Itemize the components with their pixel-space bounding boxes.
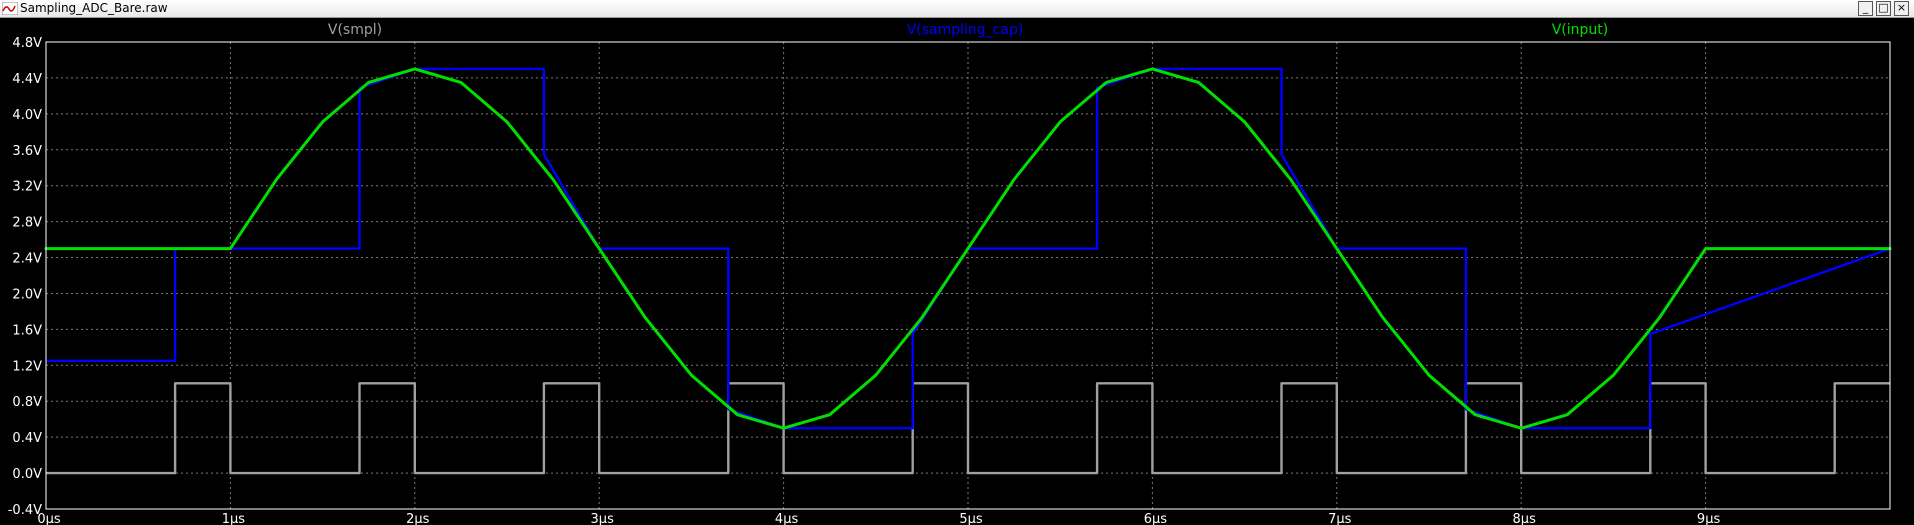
trace-series-2[interactable] <box>44 67 1892 430</box>
x-tick-label: 3µs <box>591 512 615 525</box>
x-tick-label: 2µs <box>406 512 430 525</box>
close-button[interactable]: × <box>1894 1 1909 16</box>
legend-entry[interactable]: V(smpl) <box>328 22 382 38</box>
minimize-button[interactable]: _ <box>1858 1 1873 16</box>
y-tick-label: 2.0V <box>12 287 42 302</box>
plot-frame <box>45 41 1891 510</box>
window-title: Sampling_ADC_Bare.raw <box>20 1 168 15</box>
x-tick-label: 4µs <box>775 512 799 525</box>
y-tick-label: 0.0V <box>12 467 42 482</box>
waveform-plot[interactable]: -0.4V 0.0V 0.4V 0.8V 1.2V 1.6V 2.0V 2.4V 2.8V 3.2… <box>0 18 1914 525</box>
y-tick-label: 4.8V <box>12 36 42 51</box>
legend: V(smpl) V(sampling_cap) V(input) <box>328 22 1608 38</box>
x-tick-label: 5µs <box>959 512 983 525</box>
y-tick-label: -0.4V <box>8 503 42 518</box>
traces <box>44 67 1892 475</box>
title-bar[interactable]: Sampling_ADC_Bare.raw _ □ × <box>0 0 1914 18</box>
trace-series-0[interactable] <box>46 382 1890 475</box>
waveform-app-icon <box>2 2 18 15</box>
y-tick-label: 1.6V <box>12 323 42 338</box>
x-tick-label: 0µs <box>37 512 61 525</box>
y-tick-label: 0.8V <box>12 395 42 410</box>
trace-series-1[interactable] <box>46 67 1891 430</box>
x-tick-label: 7µs <box>1328 512 1352 525</box>
legend-entry[interactable]: V(input) <box>1552 22 1609 38</box>
y-tick-label: 2.8V <box>12 216 42 231</box>
x-tick-label: 6µs <box>1144 512 1168 525</box>
plot-background <box>0 18 1914 525</box>
y-tick-label: 4.4V <box>12 72 42 87</box>
y-tick-label: 0.4V <box>12 431 42 446</box>
y-tick-label: 3.6V <box>12 144 42 159</box>
x-tick-label: 9µs <box>1697 512 1721 525</box>
y-tick-label: 3.2V <box>12 180 42 195</box>
y-tick-label: 2.4V <box>12 252 42 267</box>
y-tick-label: 1.2V <box>12 359 42 374</box>
tick-labels: -0.4V 0.0V 0.4V 0.8V 1.2V 1.6V 2.0V 2.4V 2.8V 3.2… <box>8 36 1721 525</box>
x-tick-label: 1µs <box>222 512 246 525</box>
maximize-button[interactable]: □ <box>1876 1 1891 16</box>
y-tick-label: 4.0V <box>12 108 42 123</box>
x-tick-label: 8µs <box>1513 512 1537 525</box>
legend-entry[interactable]: V(sampling_cap) <box>907 22 1024 38</box>
